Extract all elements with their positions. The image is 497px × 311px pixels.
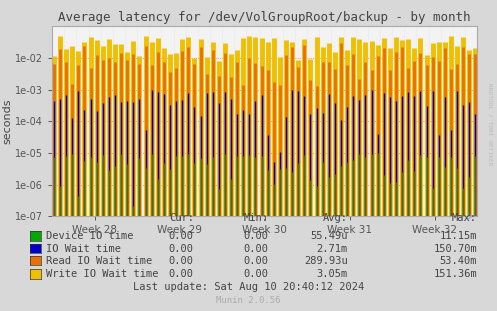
Text: Last update: Sat Aug 10 20:40:12 2024: Last update: Sat Aug 10 20:40:12 2024 xyxy=(133,282,364,292)
Text: 150.70m: 150.70m xyxy=(433,244,477,254)
Text: Max:: Max: xyxy=(452,213,477,223)
Text: 53.40m: 53.40m xyxy=(440,256,477,266)
Y-axis label: seconds: seconds xyxy=(2,99,12,144)
Title: Average latency for /dev/VolGroupRoot/backup - by month: Average latency for /dev/VolGroupRoot/ba… xyxy=(59,11,471,24)
Text: 0.00: 0.00 xyxy=(169,256,194,266)
Text: 0.00: 0.00 xyxy=(244,231,268,241)
Text: RRDTOOL / TOBI OETIKER: RRDTOOL / TOBI OETIKER xyxy=(487,83,492,166)
Text: Munin 2.0.56: Munin 2.0.56 xyxy=(216,296,281,305)
Text: 0.00: 0.00 xyxy=(244,269,268,279)
Text: Avg:: Avg: xyxy=(323,213,348,223)
Text: 289.93u: 289.93u xyxy=(304,256,348,266)
Text: 0.00: 0.00 xyxy=(169,244,194,254)
Text: 0.00: 0.00 xyxy=(244,256,268,266)
Text: 2.71m: 2.71m xyxy=(317,244,348,254)
Text: 0.00: 0.00 xyxy=(244,244,268,254)
Text: 55.49u: 55.49u xyxy=(311,231,348,241)
Text: 11.15m: 11.15m xyxy=(440,231,477,241)
Text: Cur:: Cur: xyxy=(169,213,194,223)
Text: IO Wait time: IO Wait time xyxy=(46,244,121,254)
Text: Min:: Min: xyxy=(244,213,268,223)
Text: 151.36m: 151.36m xyxy=(433,269,477,279)
Text: Read IO Wait time: Read IO Wait time xyxy=(46,256,153,266)
Text: 0.00: 0.00 xyxy=(169,269,194,279)
Text: 0.00: 0.00 xyxy=(169,231,194,241)
Text: 3.05m: 3.05m xyxy=(317,269,348,279)
Text: Device IO time: Device IO time xyxy=(46,231,134,241)
Text: Write IO Wait time: Write IO Wait time xyxy=(46,269,159,279)
